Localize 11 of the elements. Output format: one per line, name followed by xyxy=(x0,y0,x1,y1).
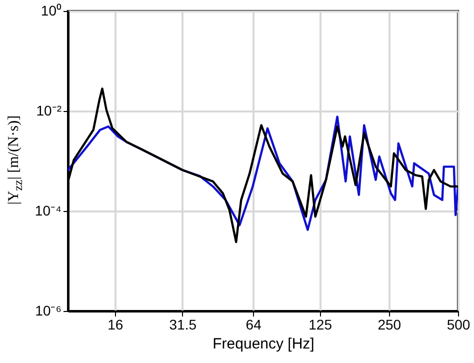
y-tick-label: 10⁰ xyxy=(40,2,62,18)
y-tick-label: 10⁻⁴ xyxy=(34,202,62,218)
x-tick-label: 500 xyxy=(446,316,470,332)
x-tick-label: 250 xyxy=(378,316,402,332)
x-axis-title: Frequency [Hz] xyxy=(212,336,314,352)
x-tick-label: 64 xyxy=(246,316,262,332)
y-tick-label: 10⁻⁶ xyxy=(35,302,62,318)
x-tick-label: 125 xyxy=(308,316,332,332)
y-tick-label: 10⁻² xyxy=(36,102,62,118)
x-tick-label: 16 xyxy=(108,316,124,332)
x-tick-label: 31.5 xyxy=(169,316,197,332)
